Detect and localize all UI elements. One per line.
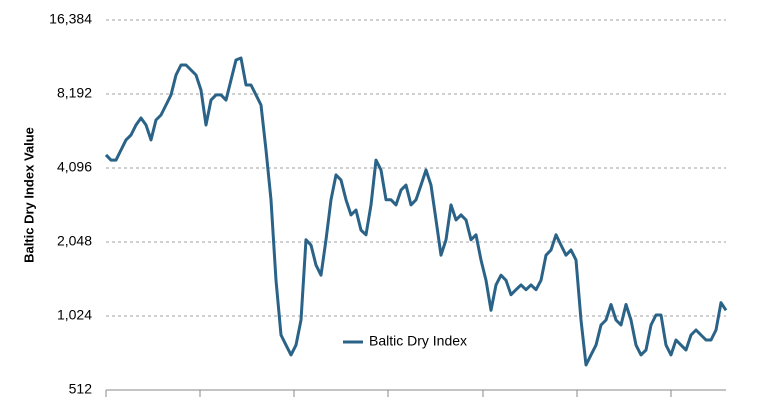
legend-label: Baltic Dry Index <box>369 333 467 349</box>
y-tick-label: 512 <box>69 381 93 397</box>
y-tick-label: 8,192 <box>57 85 92 101</box>
y-tick-label: 4,096 <box>57 159 92 175</box>
data-line <box>104 56 728 367</box>
y-tick-label: 2,048 <box>57 233 92 249</box>
y-axis-label: Baltic Dry Index Value <box>21 127 36 263</box>
y-tick-label: 16,384 <box>49 11 92 27</box>
y-tick-label: 1,024 <box>57 307 92 323</box>
x-axis <box>105 389 726 397</box>
